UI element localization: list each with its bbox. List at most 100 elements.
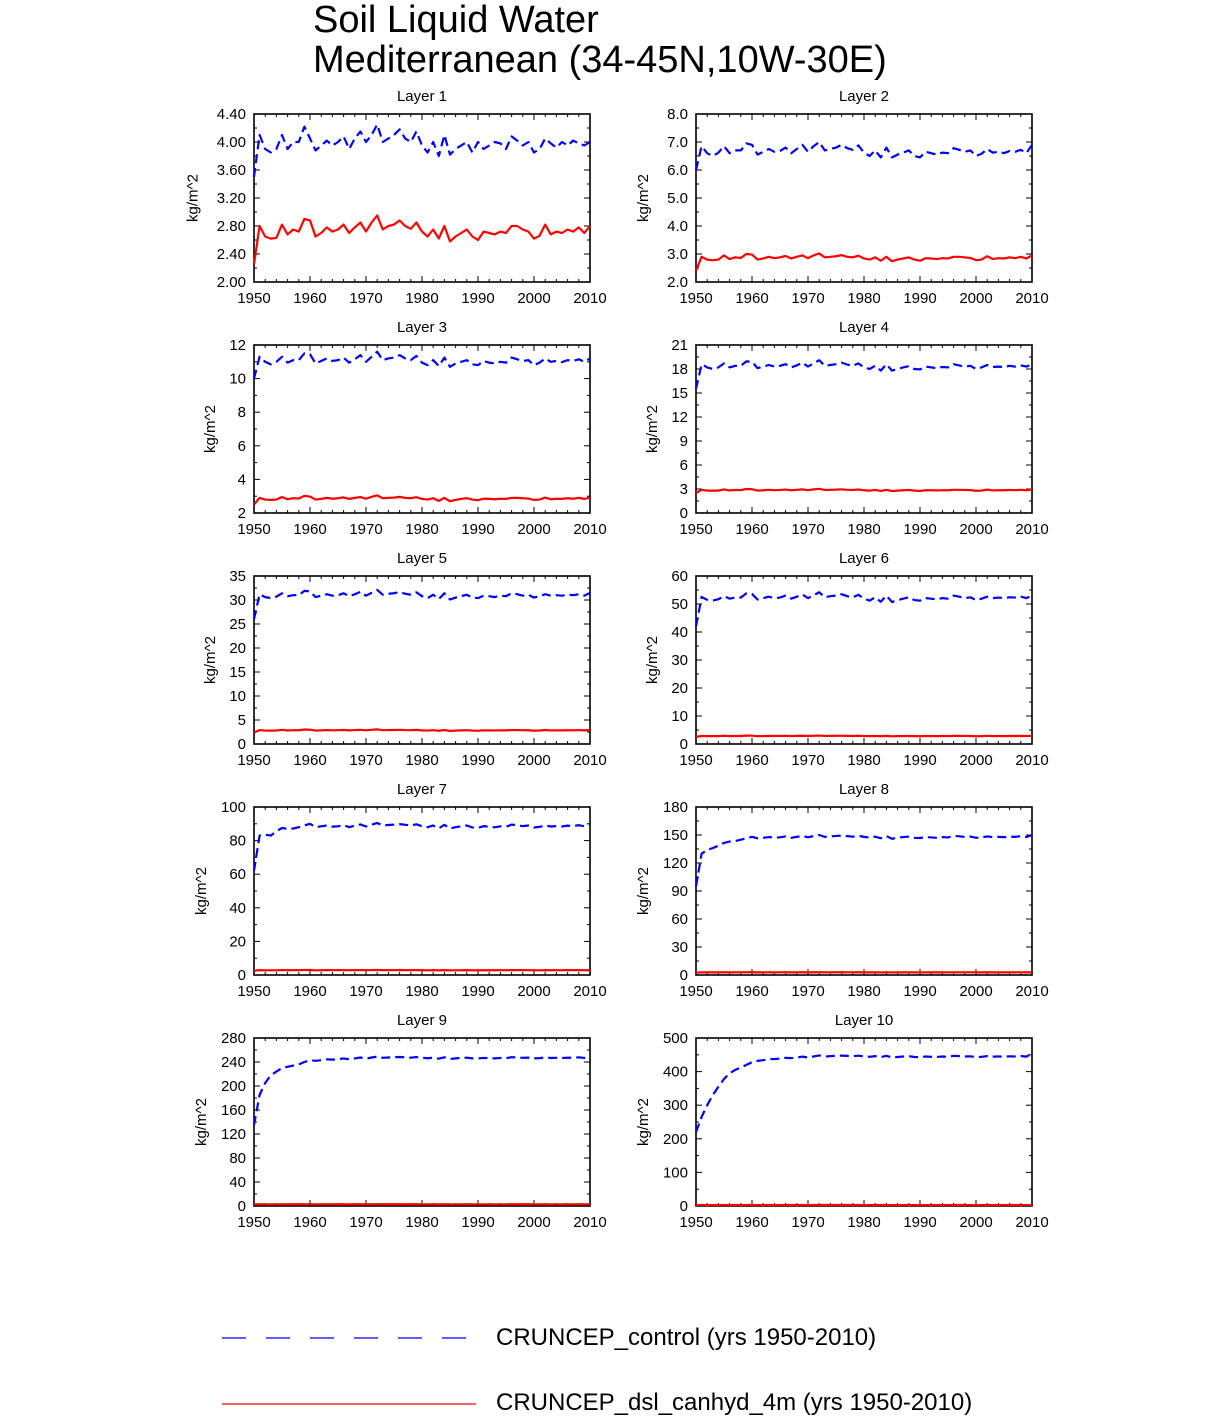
y-tick-label: 7.0 [667,134,688,151]
panel-6: 1950 1960 1970 1980 1990 2000 2010 0 10 20 30 40 50 6… [644,550,1049,769]
y-tick-label: 4.00 [217,134,246,151]
x-tick-label: 2000 [517,521,550,538]
panel-3: 1950 1960 1970 1980 1990 2000 2010 2 4 6 8 10 12 Laye… [202,319,607,538]
y-tick-label: 180 [663,799,688,816]
y-tick-label: 35 [229,568,246,585]
series-control-line [694,359,1033,390]
x-tick-label: 1980 [405,521,438,538]
x-tick-label: 1950 [237,983,270,1000]
plot-frame [253,344,591,514]
panel-1: 1950 1960 1970 1980 1990 2000 2010 2.00 2.40 2.80… [185,88,607,307]
x-tick-label: 1950 [237,290,270,307]
panel-title: Layer 3 [397,319,447,336]
y-tick-label: 18 [671,361,688,378]
x-tick-label: 1990 [461,752,494,769]
y-tick-label: 4.40 [217,106,246,123]
x-tick-label: 1980 [847,1214,880,1231]
x-tick-label: 2000 [959,521,992,538]
x-tick-label: 1950 [679,290,712,307]
x-tick-label: 1960 [735,521,768,538]
y-tick-label: 150 [663,827,688,844]
legend-label-dsl-canhyd: CRUNCEP_dsl_canhyd_4m (yrs 1950-2010) [496,1389,973,1416]
y-axis-label: kg/m^2 [635,1098,652,1146]
panel-title: Layer 4 [839,319,889,336]
y-tick-label: 4.0 [667,218,688,235]
y-tick-label: 30 [229,592,246,609]
y-tick-label: 6.0 [667,162,688,179]
series-control-line [252,1054,591,1126]
figure-title: Soil Liquid Water Mediterranean (34-45N,… [313,0,887,80]
series-dsl-canhyd-line [253,494,591,506]
x-tick-label: 2000 [517,290,550,307]
x-tick-label: 1980 [847,290,880,307]
y-tick-label: 12 [229,337,246,354]
y-tick-label: 240 [221,1054,246,1071]
y-tick-label: 12 [671,409,688,426]
series-control-line [252,588,591,620]
y-tick-label: 100 [663,1164,688,1181]
x-tick-label: 1980 [405,752,438,769]
plot-frame [695,575,1033,745]
y-tick-label: 2.00 [217,274,246,291]
y-axis-label: kg/m^2 [185,174,202,222]
x-tick-label: 1960 [735,290,768,307]
plot-frame [253,113,591,283]
panel-title: Layer 5 [397,550,447,567]
x-tick-label: 1950 [237,1214,270,1231]
y-tick-label: 15 [671,385,688,402]
y-tick-label: 0 [238,736,246,753]
y-axis-label: kg/m^2 [202,405,219,453]
y-tick-label: 280 [221,1030,246,1047]
x-tick-label: 1990 [903,983,936,1000]
x-tick-label: 1970 [791,752,824,769]
y-tick-label: 8.0 [667,106,688,123]
y-tick-label: 0 [238,1198,246,1215]
y-tick-label: 3.0 [667,246,688,263]
y-tick-label: 2.80 [217,218,246,235]
panel-title: Layer 8 [839,781,889,798]
y-tick-label: 0 [680,736,688,753]
y-tick-label: 100 [221,799,246,816]
x-tick-label: 1970 [349,521,382,538]
panel-title: Layer 7 [397,781,447,798]
y-axis-label: kg/m^2 [193,867,210,915]
series-control-line [252,821,591,872]
x-tick-label: 2010 [573,290,606,307]
series-dsl-canhyd-line [252,214,591,265]
y-tick-label: 0 [238,967,246,984]
y-axis-label: kg/m^2 [635,867,652,915]
x-tick-label: 1970 [349,1214,382,1231]
x-tick-label: 1990 [461,290,494,307]
x-tick-label: 2000 [959,1214,992,1231]
series-control-line [694,140,1033,171]
y-tick-label: 0 [680,1198,688,1215]
y-tick-label: 15 [229,664,246,681]
y-tick-label: 60 [671,911,688,928]
y-tick-label: 60 [229,866,246,883]
y-tick-label: 10 [671,708,688,725]
panel-title: Layer 1 [397,88,447,105]
x-tick-label: 1950 [679,752,712,769]
legend-label-control: CRUNCEP_control (yrs 1950-2010) [496,1324,877,1351]
y-axis-label: kg/m^2 [644,405,661,453]
y-tick-label: 4 [238,471,246,488]
x-tick-label: 1970 [791,1214,824,1231]
x-tick-label: 1980 [847,983,880,1000]
panel-9: 1950 1960 1970 1980 1990 2000 2010 0 40 80 120 160 2… [193,1012,606,1231]
y-tick-label: 9 [680,433,688,450]
y-tick-label: 80 [229,833,246,850]
x-tick-label: 1990 [903,1214,936,1231]
y-tick-label: 3.20 [217,190,246,207]
panel-title: Layer 9 [397,1012,447,1029]
y-tick-label: 160 [221,1102,246,1119]
x-tick-label: 1960 [735,752,768,769]
y-tick-label: 200 [221,1078,246,1095]
x-tick-label: 2010 [1015,752,1048,769]
y-tick-label: 40 [229,900,246,917]
plot-frame [253,575,591,745]
x-tick-label: 1960 [735,983,768,1000]
y-tick-label: 400 [663,1064,688,1081]
y-tick-label: 120 [663,855,688,872]
x-tick-label: 2000 [959,983,992,1000]
y-tick-label: 2 [238,505,246,522]
